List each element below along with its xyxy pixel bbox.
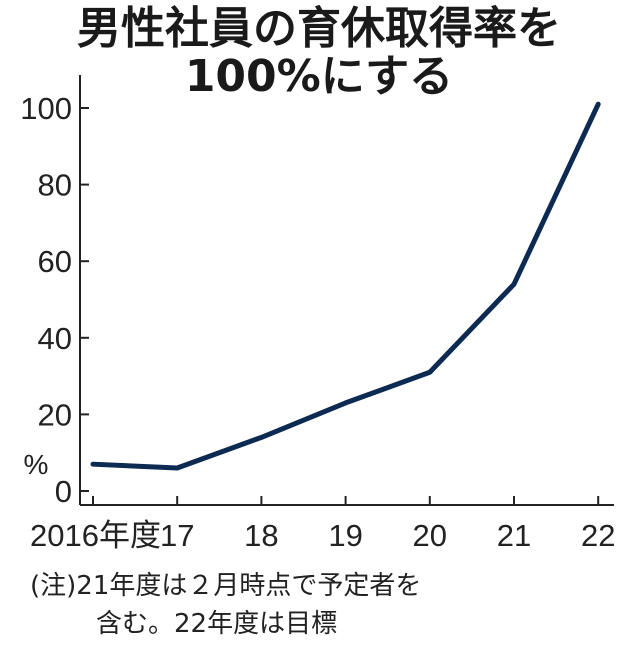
y-tick-label: 60 <box>38 244 72 279</box>
footnote-line-2: 含む。22年度は目標 <box>96 609 338 639</box>
y-tick-label: 0 <box>55 474 72 509</box>
y-axis-ticks: 0 20 40 60 80 100% <box>20 91 89 509</box>
series-line <box>90 101 601 471</box>
x-tick-label: 17 <box>160 518 194 553</box>
x-tick-label: 2016年度 <box>30 518 161 553</box>
y-tick-label: 20 <box>38 397 72 432</box>
x-tick-label: 20 <box>413 518 447 553</box>
y-axis-unit-label: % <box>24 449 49 480</box>
plot-area <box>90 101 601 471</box>
y-tick-label: 40 <box>38 321 72 356</box>
chart-title-line-1: 男性社員の育休取得率を <box>77 3 561 54</box>
y-tick-label: 100 <box>20 91 72 126</box>
chart-axes <box>79 75 614 506</box>
x-tick-label: 22 <box>581 518 615 553</box>
y-tick-label: 80 <box>38 168 72 203</box>
chart-title-line-2: 100%にする <box>184 51 454 102</box>
x-tick-label: 19 <box>328 518 362 553</box>
footnote-line-1: (注)21年度は２月時点で予定者を <box>30 571 422 601</box>
x-tick-label: 18 <box>244 518 278 553</box>
x-tick-label: 21 <box>497 518 531 553</box>
